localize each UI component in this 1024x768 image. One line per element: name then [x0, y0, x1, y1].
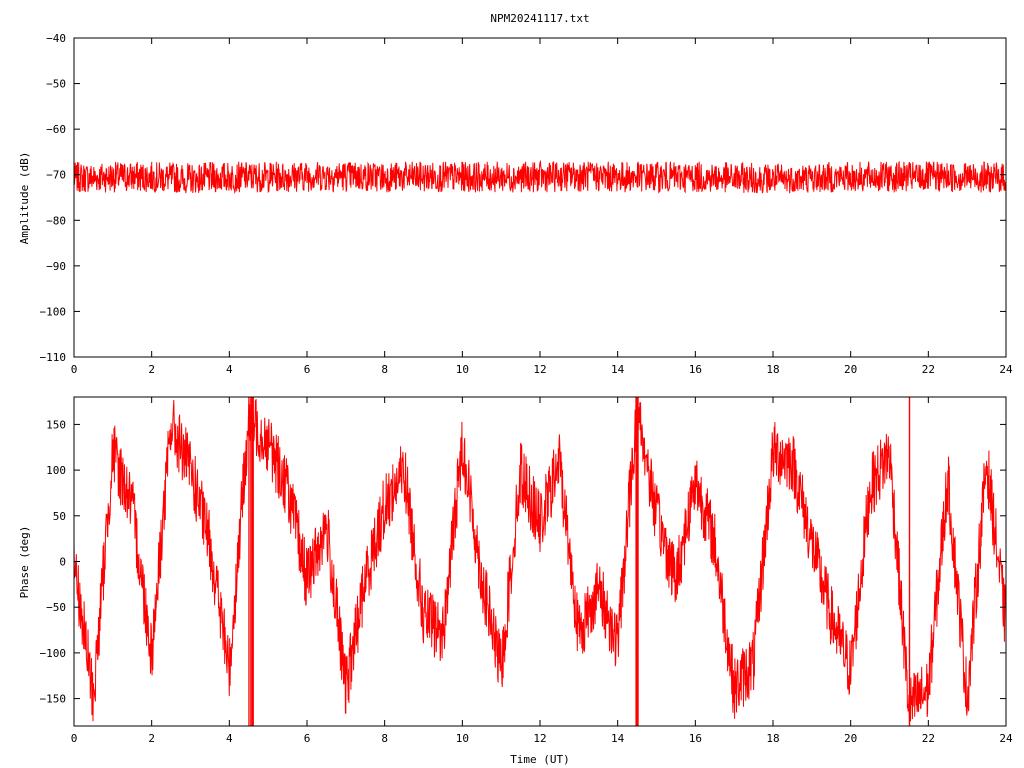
- amplitude-x-tick-label: 0: [71, 363, 78, 376]
- amplitude-x-tick-label: 16: [689, 363, 702, 376]
- phase-y-tick-label: −100: [40, 647, 67, 660]
- phase-x-tick-label: 8: [381, 732, 388, 745]
- amplitude-x-tick-label: 2: [148, 363, 155, 376]
- amplitude-y-tick-label: −50: [46, 78, 66, 91]
- time-x-axis-label: Time (UT): [510, 753, 570, 766]
- amplitude-x-tick-label: 18: [766, 363, 779, 376]
- phase-x-tick-label: 18: [766, 732, 779, 745]
- phase-x-tick-label: 20: [844, 732, 857, 745]
- amplitude-axes: 0 2 4 6 8 10 12 14 16 18 20 22 24−110−100−90−80−70−6…: [40, 32, 1013, 376]
- phase-x-tick-label: 12: [533, 732, 546, 745]
- amplitude-x-tick-label: 14: [611, 363, 625, 376]
- phase-y-tick-label: −50: [46, 601, 66, 614]
- amplitude-x-tick-label: 24: [999, 363, 1013, 376]
- phase-x-tick-label: 16: [689, 732, 702, 745]
- amplitude-y-tick-label: −70: [46, 169, 66, 182]
- phase-x-tick-label: 6: [304, 732, 311, 745]
- chart-title: NPM20241117.txt: [490, 12, 589, 25]
- amplitude-plot-frame: [73, 37, 1007, 358]
- phase-x-tick-label: 4: [226, 732, 233, 745]
- amplitude-y-axis-label: Amplitude (dB): [18, 152, 31, 245]
- amplitude-y-tick-label: −110: [40, 351, 67, 364]
- amplitude-y-tick-label: −60: [46, 123, 66, 136]
- phase-y-axis-label: Phase (deg): [18, 526, 31, 599]
- phase-y-tick-label: 50: [53, 510, 66, 523]
- amplitude-x-tick-label: 20: [844, 363, 857, 376]
- phase-x-tick-label: 24: [999, 732, 1013, 745]
- phase-y-tick-label: 0: [59, 556, 66, 569]
- amplitude-trace-layer: [74, 159, 1006, 195]
- phase-y-tick-label: 150: [46, 418, 66, 431]
- amplitude-series-line: [74, 159, 1006, 195]
- amplitude-x-tick-label: 6: [304, 363, 311, 376]
- amplitude-x-tick-label: 8: [381, 363, 388, 376]
- phase-y-tick-label: −150: [40, 693, 67, 706]
- amplitude-x-tick-label: 4: [226, 363, 233, 376]
- amplitude-y-tick-label: −90: [46, 260, 66, 273]
- phase-axes: 0 2 4 6 8 10 12 14 16 18 20 22 24−150−100−5005010015…: [40, 396, 1013, 745]
- phase-y-tick-label: 100: [46, 464, 66, 477]
- amplitude-x-tick-label: 12: [533, 363, 546, 376]
- phase-x-tick-label: 14: [611, 732, 625, 745]
- phase-x-tick-label: 22: [922, 732, 935, 745]
- phase-x-tick-label: 10: [456, 732, 469, 745]
- phase-panel: 0 2 4 6 8 10 12 14 16 18 20 22 24−150−100−5005010015…: [18, 396, 1013, 766]
- phase-trace-layer: [74, 397, 1006, 726]
- phase-series-line: [74, 397, 1006, 726]
- phase-x-tick-label: 0: [71, 732, 78, 745]
- amplitude-x-tick-label: 22: [922, 363, 935, 376]
- phase-x-tick-label: 2: [148, 732, 155, 745]
- amplitude-y-tick-label: −80: [46, 214, 66, 227]
- amplitude-y-tick-label: −100: [40, 305, 67, 318]
- amplitude-y-tick-label: −40: [46, 32, 66, 45]
- amplitude-panel: 0 2 4 6 8 10 12 14 16 18 20 22 24−110−100−90−80−70−6…: [18, 32, 1013, 376]
- amplitude-x-tick-label: 10: [456, 363, 469, 376]
